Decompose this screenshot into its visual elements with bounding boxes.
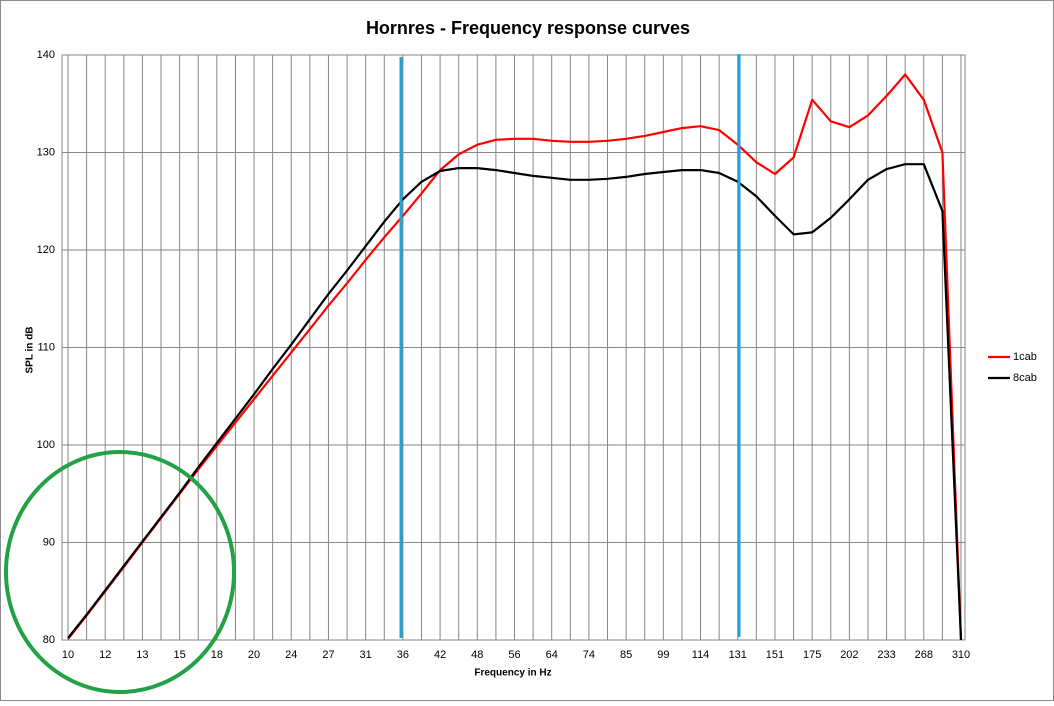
- x-tick-label: 10: [62, 649, 74, 661]
- x-tick-label: 24: [285, 649, 297, 661]
- x-tick-label: 48: [471, 649, 483, 661]
- legend-label: 1cab: [1013, 351, 1037, 363]
- x-tick-label: 31: [360, 649, 372, 661]
- x-tick-label: 36: [397, 649, 409, 661]
- x-tick-label: 268: [915, 649, 933, 661]
- x-tick-label: 13: [136, 649, 148, 661]
- y-tick-label: 140: [37, 49, 55, 61]
- y-tick-label: 130: [37, 146, 55, 158]
- series-line: [67, 73, 963, 641]
- x-tick-label: 18: [211, 649, 223, 661]
- chart-title: Hornres - Frequency response curves: [366, 18, 690, 38]
- series-line: [67, 163, 963, 641]
- x-tick-label: 42: [434, 649, 446, 661]
- x-tick-label: 56: [508, 649, 520, 661]
- x-tick-label: 85: [620, 649, 632, 661]
- x-tick-label: 310: [952, 649, 970, 661]
- x-tick-label: 99: [657, 649, 669, 661]
- y-tick-label: 100: [37, 439, 55, 451]
- y-tick-label: 90: [43, 536, 55, 548]
- x-tick-label: 114: [692, 649, 710, 661]
- x-tick-label: 64: [546, 649, 558, 661]
- highlight-circle: [4, 450, 236, 694]
- y-axis-label: SPL in dB: [25, 326, 36, 373]
- x-tick-label: 27: [322, 649, 334, 661]
- x-tick-label: 12: [99, 649, 111, 661]
- x-tick-label: 20: [248, 649, 260, 661]
- x-tick-label: 151: [766, 649, 784, 661]
- y-tick-label: 80: [43, 634, 55, 646]
- x-tick-label: 74: [583, 649, 595, 661]
- x-tick-label: 202: [840, 649, 858, 661]
- x-tick-label: 131: [729, 649, 747, 661]
- plot-area: 80 90 100 110 120 130 140 10 12 13 15 18 20 24 27 31 36 4…: [37, 49, 971, 661]
- x-axis-label: Frequency in Hz: [474, 668, 551, 679]
- x-tick-label: 175: [803, 649, 821, 661]
- y-tick-label: 110: [37, 341, 55, 353]
- legend-label: 8cab: [1013, 372, 1037, 384]
- x-tick-label: 15: [174, 649, 186, 661]
- x-tick-label: 233: [877, 649, 895, 661]
- y-tick-label: 120: [37, 244, 55, 256]
